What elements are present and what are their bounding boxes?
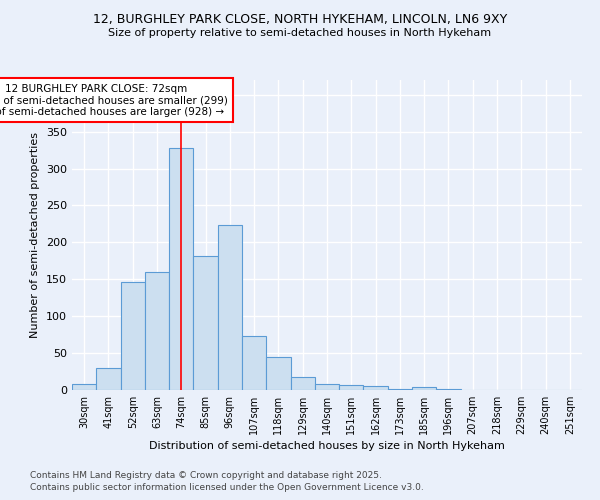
- Bar: [169, 148, 193, 390]
- Text: 12 BURGHLEY PARK CLOSE: 72sqm
← 24% of semi-detached houses are smaller (299)
75: 12 BURGHLEY PARK CLOSE: 72sqm ← 24% of s…: [0, 84, 228, 117]
- Bar: [242, 336, 266, 390]
- Bar: [388, 388, 412, 390]
- Bar: [412, 387, 436, 390]
- Bar: [339, 385, 364, 390]
- Text: Contains public sector information licensed under the Open Government Licence v3: Contains public sector information licen…: [30, 484, 424, 492]
- Bar: [315, 384, 339, 390]
- Text: Size of property relative to semi-detached houses in North Hykeham: Size of property relative to semi-detach…: [109, 28, 491, 38]
- Bar: [96, 368, 121, 390]
- Bar: [145, 272, 169, 390]
- Text: Contains HM Land Registry data © Crown copyright and database right 2025.: Contains HM Land Registry data © Crown c…: [30, 471, 382, 480]
- Bar: [72, 384, 96, 390]
- Bar: [121, 282, 145, 390]
- Bar: [218, 224, 242, 390]
- Bar: [364, 386, 388, 390]
- X-axis label: Distribution of semi-detached houses by size in North Hykeham: Distribution of semi-detached houses by …: [149, 441, 505, 451]
- Bar: [290, 378, 315, 390]
- Y-axis label: Number of semi-detached properties: Number of semi-detached properties: [31, 132, 40, 338]
- Text: 12, BURGHLEY PARK CLOSE, NORTH HYKEHAM, LINCOLN, LN6 9XY: 12, BURGHLEY PARK CLOSE, NORTH HYKEHAM, …: [93, 12, 507, 26]
- Bar: [193, 256, 218, 390]
- Bar: [266, 357, 290, 390]
